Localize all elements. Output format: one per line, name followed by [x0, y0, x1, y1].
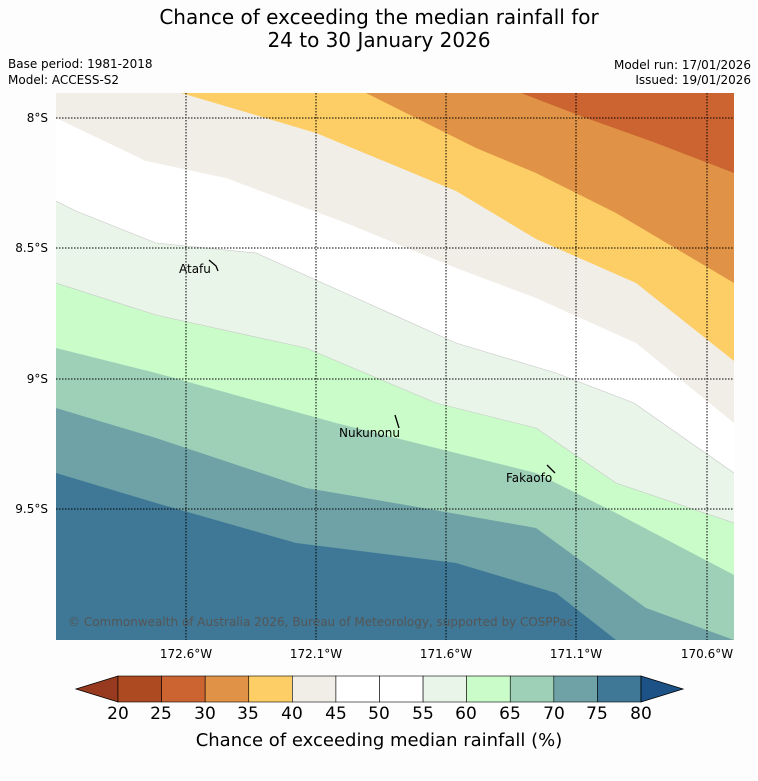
colorbar-label-60: 60 — [455, 704, 477, 724]
copyright-notice: © Commonwealth of Australia 2026, Bureau… — [68, 615, 573, 629]
colorbar-label-65: 65 — [499, 704, 521, 724]
model-run: Model run: 17/01/2026 — [613, 58, 751, 72]
atoll-fakaofo: Fakaofo — [506, 464, 556, 485]
colorbar-cell — [379, 675, 424, 703]
lat-label-8s: 8°S — [26, 111, 48, 125]
colorbar-label-35: 35 — [237, 704, 259, 724]
place-label-atafu: Atafu — [179, 262, 211, 276]
colorbar-label-80: 80 — [630, 704, 652, 724]
atoll-nukunonu: Nukunonu — [339, 414, 400, 440]
colorbar-label-20: 20 — [107, 704, 129, 724]
colorbar-label-40: 40 — [281, 704, 303, 724]
colorbar-cell — [161, 675, 206, 703]
colorbar-cell — [509, 675, 555, 703]
colorbar-label-70: 70 — [543, 704, 565, 724]
band-25-30 — [521, 93, 734, 173]
colorbar-cell — [335, 675, 380, 703]
lon-label-170-6w: 170.6°W — [680, 647, 734, 661]
contour-lines — [56, 200, 734, 524]
lat-label-8-5s: 8.5°S — [15, 241, 48, 255]
colorbar-cell — [204, 675, 250, 703]
colorbar-cell — [422, 675, 467, 703]
atoll-atafu: Atafu — [179, 259, 219, 276]
colorbar-over-arrow — [640, 675, 685, 703]
colorbar-cell — [248, 675, 293, 703]
colorbar-under-arrow — [74, 675, 119, 703]
colorbar-cell — [117, 675, 162, 703]
lon-label-172-1w: 172.1°W — [289, 647, 343, 661]
colorbar-label-25: 25 — [150, 704, 172, 724]
colorbar — [74, 675, 685, 703]
place-label-nukunonu: Nukunonu — [339, 426, 400, 440]
colorbar-title: Chance of exceeding median rainfall (%) — [195, 730, 563, 751]
colorbar-label-50: 50 — [368, 704, 390, 724]
colorbar-cell — [597, 675, 642, 703]
colorbar-label-45: 45 — [325, 704, 347, 724]
colorbar-label-75: 75 — [586, 704, 608, 724]
colorbar-label-55: 55 — [412, 704, 434, 724]
model-name: Model: ACCESS-S2 — [8, 73, 120, 87]
issued-date: Issued: 19/01/2026 — [635, 73, 751, 87]
lat-label-9-5s: 9.5°S — [15, 502, 48, 516]
title-line-2: 24 to 30 January 2026 — [267, 28, 491, 52]
rainfall-map: Atafu Nukunonu Fakaofo © Commonwealth of… — [56, 93, 734, 640]
colorbar-cell — [292, 675, 337, 703]
lat-label-9s: 9°S — [26, 372, 48, 386]
lon-label-172-6w: 172.6°W — [159, 647, 213, 661]
gridlines — [56, 93, 734, 640]
title-line-1: Chance of exceeding the median rainfall … — [159, 5, 599, 29]
colorbar-cell — [553, 675, 598, 703]
lon-label-171-1w: 171.1°W — [549, 647, 603, 661]
place-label-fakaofo: Fakaofo — [506, 471, 552, 485]
colorbar-cell — [466, 675, 511, 703]
lon-label-171-6w: 171.6°W — [419, 647, 473, 661]
base-period: Base period: 1981-2018 — [8, 57, 153, 71]
colorbar-label-30: 30 — [194, 704, 216, 724]
band-30-35 — [366, 93, 734, 283]
